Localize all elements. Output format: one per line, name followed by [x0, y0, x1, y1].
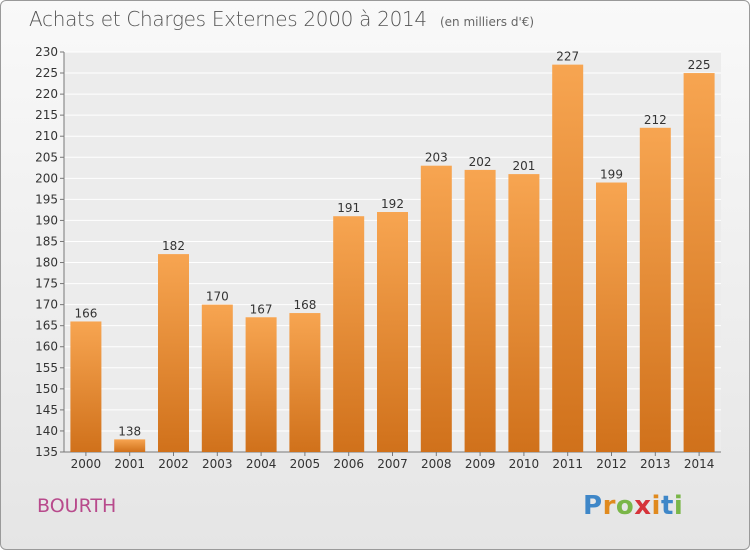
- y-tick-label: 195: [35, 192, 58, 206]
- bar: [596, 182, 627, 453]
- logo-letter: t: [660, 491, 674, 521]
- value-label: 166: [74, 306, 97, 320]
- x-tick-label: 2007: [377, 457, 408, 471]
- y-tick-label: 220: [35, 87, 58, 101]
- value-label: 167: [250, 302, 273, 316]
- logo-letter: i: [651, 491, 661, 521]
- x-tick-label: 2011: [552, 457, 583, 471]
- y-tick-label: 215: [35, 108, 58, 122]
- y-tick-label: 140: [35, 424, 58, 438]
- proxiti-logo: Proxiti: [583, 491, 683, 521]
- logo-letter: P: [583, 491, 603, 521]
- x-tick-label: 2004: [246, 457, 277, 471]
- y-tick-label: 160: [35, 340, 58, 354]
- y-tick-label: 135: [35, 445, 58, 459]
- bar: [333, 216, 365, 452]
- x-tick-label: 2010: [509, 457, 540, 471]
- value-label: 182: [162, 239, 185, 253]
- chart-title: Achats et Charges Externes 2000 à 2014 (…: [29, 7, 534, 31]
- value-label: 168: [293, 298, 316, 312]
- x-tick-label: 2002: [158, 457, 189, 471]
- y-tick-label: 165: [35, 319, 58, 333]
- y-tick-label: 190: [35, 213, 58, 227]
- x-tick-label: 2001: [114, 457, 145, 471]
- value-label: 170: [206, 290, 229, 304]
- value-label: 227: [556, 50, 579, 64]
- y-tick-label: 230: [35, 45, 58, 59]
- y-tick-label: 225: [35, 66, 58, 80]
- x-tick-label: 2003: [202, 457, 233, 471]
- x-tick-label: 2012: [596, 457, 627, 471]
- x-tick-label: 2013: [640, 457, 671, 471]
- value-label: 225: [688, 58, 711, 72]
- bar: [245, 317, 277, 452]
- bar: [114, 439, 146, 452]
- y-tick-label: 155: [35, 361, 58, 375]
- logo-letter: i: [673, 491, 684, 521]
- x-tick-label: 2009: [465, 457, 496, 471]
- bar: [377, 212, 408, 452]
- bar: [289, 313, 321, 452]
- bar: [201, 304, 233, 452]
- bar: [683, 73, 715, 452]
- bar: [420, 165, 452, 452]
- value-label: 201: [512, 159, 535, 173]
- y-tick-label: 170: [35, 298, 58, 312]
- value-label: 212: [644, 113, 667, 127]
- y-tick-label: 150: [35, 382, 58, 396]
- x-tick-label: 2005: [290, 457, 321, 471]
- unit-text: (en milliers d'€): [439, 15, 535, 29]
- logo-letter: r: [602, 491, 616, 521]
- title-text: Achats et Charges Externes 2000 à 2014: [29, 7, 427, 31]
- place-name: BOURTH: [37, 495, 117, 517]
- value-label: 199: [600, 168, 623, 182]
- value-label: 202: [469, 155, 492, 169]
- logo-letter: x: [634, 491, 652, 521]
- bar: [508, 174, 540, 452]
- y-tick-label: 185: [35, 234, 58, 248]
- x-tick-label: 2006: [333, 457, 364, 471]
- y-tick-label: 210: [35, 129, 58, 143]
- bar: [158, 254, 189, 452]
- value-label: 191: [337, 201, 360, 215]
- logo-letter: o: [615, 491, 635, 521]
- bar: [464, 169, 496, 453]
- x-tick-label: 2008: [421, 457, 452, 471]
- bar: [639, 127, 671, 452]
- y-tick-label: 145: [35, 403, 58, 417]
- x-tick-label: 2000: [71, 457, 102, 471]
- value-label: 203: [425, 151, 448, 165]
- value-label: 138: [118, 424, 141, 438]
- x-tick-label: 2014: [684, 457, 715, 471]
- y-tick-label: 200: [35, 171, 58, 185]
- y-tick-label: 175: [35, 277, 58, 291]
- y-tick-label: 180: [35, 256, 58, 270]
- bar: [552, 64, 584, 452]
- bar: [70, 321, 102, 452]
- value-label: 192: [381, 197, 404, 211]
- y-tick-label: 205: [35, 150, 58, 164]
